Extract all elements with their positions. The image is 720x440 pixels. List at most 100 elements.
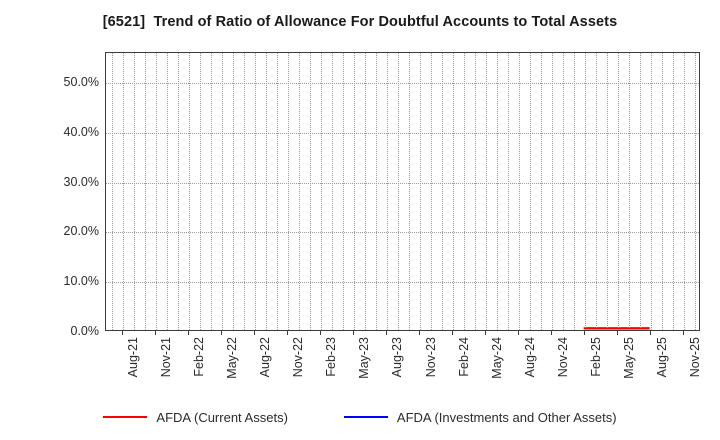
gridline-vertical — [497, 53, 499, 330]
x-axis-tick — [352, 331, 354, 335]
chart-title: [6521] Trend of Ratio of Allowance For D… — [102, 14, 618, 30]
y-axis-tick-label: 30.0% — [63, 174, 99, 189]
gridline-vertical — [442, 53, 444, 330]
y-axis-tick-label: 10.0% — [63, 274, 99, 289]
gridline-vertical — [243, 53, 245, 330]
x-axis-tick — [584, 331, 586, 335]
gridline-vertical — [629, 53, 631, 330]
x-axis-tick — [253, 331, 255, 335]
gridline-vertical — [673, 53, 675, 330]
gridline-vertical — [287, 53, 289, 330]
x-axis-tick-label: Feb-23 — [324, 337, 339, 377]
series-layer — [106, 53, 699, 330]
gridline-vertical — [199, 53, 201, 330]
gridline-vertical — [574, 53, 576, 330]
gridline-vertical — [453, 53, 455, 330]
x-axis-tick-label: Aug-25 — [654, 337, 669, 378]
gridline-vertical — [519, 53, 521, 330]
gridline-vertical — [684, 53, 686, 330]
x-axis: Aug-21 Nov-21 Feb-22 May-22 Aug-22 Nov-22 Feb-… — [105, 331, 702, 401]
gridline-vertical — [375, 53, 377, 330]
x-axis-tick — [452, 331, 454, 335]
gridline-vertical — [695, 53, 697, 330]
y-axis-tick-label: 50.0% — [63, 74, 99, 89]
gridline-vertical — [122, 53, 124, 330]
gridline-vertical — [298, 53, 300, 330]
x-axis-tick — [419, 331, 421, 335]
x-axis-tick-label: Nov-23 — [423, 337, 438, 378]
x-axis-tick-label: Feb-24 — [456, 337, 471, 377]
y-axis-tick-label: 40.0% — [63, 124, 99, 139]
y-axis: 0.0% 10.0% 20.0% 30.0% 40.0% 50.0% — [0, 52, 99, 338]
gridline-vertical — [155, 53, 157, 330]
gridline-vertical — [210, 53, 212, 330]
legend-line-icon — [103, 416, 148, 418]
x-axis-tick-label: Nov-21 — [159, 337, 174, 378]
legend-label: AFDA (Investments and Other Assets) — [396, 409, 617, 425]
gridline-vertical — [188, 53, 190, 330]
gridline-vertical — [166, 53, 168, 330]
gridline-vertical — [596, 53, 598, 330]
gridline-vertical — [420, 53, 422, 330]
gridline-vertical — [177, 53, 179, 330]
gridline-vertical — [662, 53, 664, 330]
x-axis-tick-label: May-23 — [357, 337, 372, 379]
gridline-vertical — [364, 53, 366, 330]
x-axis-tick-label: Nov-22 — [291, 337, 306, 378]
x-axis-tick — [485, 331, 487, 335]
gridline-vertical — [607, 53, 609, 330]
x-axis-tick-label: Feb-22 — [192, 337, 207, 377]
x-axis-tick — [650, 331, 652, 335]
gridline-vertical — [111, 53, 113, 330]
gridline-vertical — [508, 53, 510, 330]
x-axis-tick — [220, 331, 222, 335]
gridline-vertical — [397, 53, 399, 330]
gridline-vertical — [342, 53, 344, 330]
x-axis-tick-label: May-22 — [225, 337, 240, 379]
x-axis-tick — [121, 331, 123, 335]
gridline-vertical — [552, 53, 554, 330]
gridline-vertical — [431, 53, 433, 330]
gridline-vertical — [475, 53, 477, 330]
x-axis-tick-label: Aug-24 — [522, 337, 537, 378]
gridline-vertical — [464, 53, 466, 330]
x-axis-tick — [617, 331, 619, 335]
gridline-vertical — [320, 53, 322, 330]
gridline-vertical — [144, 53, 146, 330]
x-axis-tick-label: May-24 — [489, 337, 504, 379]
gridline-horizontal — [106, 82, 699, 84]
gridline-vertical — [276, 53, 278, 330]
y-axis-tick-label: 20.0% — [63, 224, 99, 239]
x-axis-tick-label: Feb-25 — [588, 337, 603, 377]
x-axis-tick — [286, 331, 288, 335]
gridline-vertical — [651, 53, 653, 330]
gridline-vertical — [331, 53, 333, 330]
x-axis-tick-label: Nov-24 — [555, 337, 570, 378]
legend-entry[interactable]: AFDA (Investments and Other Assets) — [343, 409, 617, 425]
gridline-vertical — [409, 53, 410, 330]
x-axis-tick — [683, 331, 685, 335]
gridline-horizontal — [106, 282, 699, 284]
gridline-horizontal — [106, 132, 699, 134]
gridline-vertical — [265, 53, 267, 330]
x-axis-tick — [385, 331, 387, 335]
x-axis-tick — [154, 331, 156, 335]
gridline-horizontal — [106, 182, 699, 184]
x-axis-tick-label: Aug-21 — [126, 337, 141, 378]
plot-area — [105, 52, 700, 331]
x-axis-tick-label: Aug-22 — [258, 337, 273, 378]
gridline-vertical — [386, 53, 388, 330]
x-axis-tick-label: Aug-23 — [390, 337, 405, 378]
x-axis-tick — [551, 331, 553, 335]
gridline-vertical — [133, 53, 135, 330]
legend-entry[interactable]: AFDA (Current Assets) — [103, 409, 288, 425]
legend-label: AFDA (Current Assets) — [156, 409, 288, 425]
gridline-vertical — [353, 53, 355, 330]
gridline-vertical — [585, 53, 587, 330]
gridline-vertical — [640, 53, 642, 330]
gridline-vertical — [530, 53, 532, 330]
gridline-vertical — [232, 53, 234, 330]
legend-line-icon — [343, 416, 388, 418]
gridline-vertical — [618, 53, 620, 330]
